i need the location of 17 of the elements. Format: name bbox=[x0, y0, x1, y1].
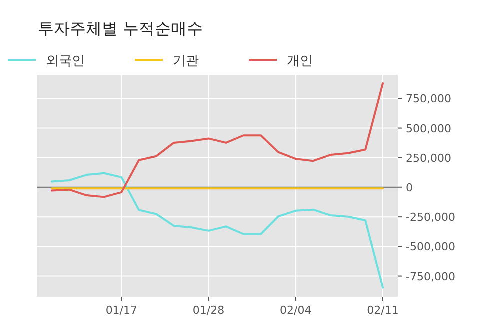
y-tick-label: 0 bbox=[406, 181, 413, 194]
chart-title: 투자주체별 누적순매수 bbox=[38, 19, 204, 38]
legend-label: 외국인 bbox=[46, 54, 85, 69]
x-tick-label: 01/17 bbox=[106, 304, 138, 317]
line-series bbox=[50, 172, 384, 289]
legend-label: 기관 bbox=[173, 54, 199, 69]
x-tick-label: 02/04 bbox=[280, 304, 312, 317]
legend-label: 개인 bbox=[287, 54, 313, 69]
y-tick-label: -500,000 bbox=[406, 240, 456, 254]
line-series bbox=[50, 82, 384, 198]
y-tick-label: -250,000 bbox=[406, 211, 456, 224]
y-tick-label: 500,000 bbox=[406, 122, 452, 136]
x-tick-label: 02/11 bbox=[367, 304, 399, 317]
y-tick-label: 250,000 bbox=[406, 152, 452, 165]
x-tick-label: 01/28 bbox=[192, 304, 225, 317]
y-tick-label: -750,000 bbox=[406, 270, 456, 284]
y-tick-label: 750,000 bbox=[406, 92, 452, 106]
